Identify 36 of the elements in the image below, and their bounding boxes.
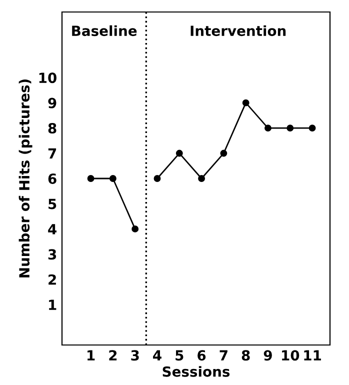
point <box>154 175 161 182</box>
annotation: Baseline <box>72 25 137 36</box>
x-tick-label: 9 <box>264 350 272 361</box>
point <box>264 124 272 132</box>
point <box>132 225 139 232</box>
point <box>198 175 206 182</box>
x-tick-label: 1 <box>88 350 95 360</box>
x-tick-label: 4 <box>153 350 162 360</box>
y-axis-title: Number of Hits (pictures) <box>18 80 32 278</box>
point <box>220 150 228 157</box>
y-tick-label: 7 <box>48 148 56 159</box>
y-tick-label: 1 <box>49 300 56 310</box>
point <box>109 175 116 182</box>
y-tick-label: 4 <box>48 224 56 234</box>
y-tick-label: 2 <box>48 274 56 285</box>
x-tick-label: 8 <box>242 350 250 361</box>
x-tick-label: 7 <box>220 350 228 360</box>
point <box>87 175 94 182</box>
x-axis-title: Sessions <box>162 366 230 377</box>
y-tick-label: 8 <box>48 123 56 134</box>
point <box>308 124 316 132</box>
x-tick-label: 11 <box>304 350 321 360</box>
x-tick-label: 10 <box>282 350 300 361</box>
x-tick-label: 6 <box>198 350 206 361</box>
point <box>176 150 183 157</box>
x-tick-label: 3 <box>131 350 139 361</box>
y-tick-label: 5 <box>48 198 56 210</box>
y-tick-label: 10 <box>39 72 56 84</box>
point <box>286 124 294 132</box>
point <box>242 99 250 106</box>
x-tick-label: 2 <box>109 350 117 360</box>
annotation: Intervention <box>190 25 286 36</box>
x-tick-label: 5 <box>176 350 184 361</box>
y-tick-label: 9 <box>48 98 56 108</box>
y-tick-label: 3 <box>48 249 56 260</box>
y-tick-label: 6 <box>48 173 56 184</box>
